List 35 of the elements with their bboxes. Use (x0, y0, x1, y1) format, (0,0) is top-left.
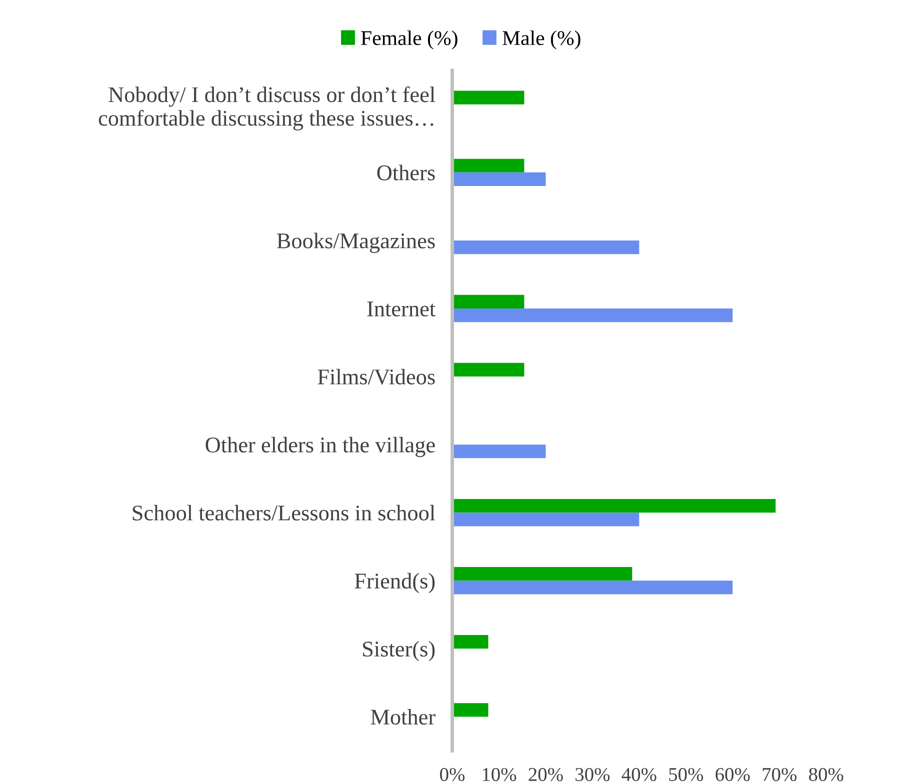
x-tick-label: 10% (482, 768, 516, 782)
y-tick-label: Films/Videos (318, 368, 435, 385)
bar (452, 294, 524, 308)
x-tick-label: 70% (762, 768, 797, 782)
bar (452, 172, 546, 186)
legend-label: Female (%) (361, 30, 458, 50)
x-tick-label: 30% (576, 768, 610, 782)
bar (452, 512, 640, 526)
x-tick-label: 50% (669, 768, 704, 782)
bar (452, 580, 733, 594)
y-tick-label: Internet (367, 302, 436, 316)
y-tick-label: Nobody/ I don’t discuss or don’t feel comfortable discussing these issues… (98, 86, 436, 130)
bar (452, 444, 546, 458)
bar (452, 498, 776, 513)
x-tick-label: 40% (622, 768, 656, 782)
bar (452, 362, 524, 377)
bar (452, 308, 733, 322)
x-tick-label: 60% (716, 768, 750, 782)
x-tick-label: 0% (440, 768, 465, 782)
y-tick-label: Mother (370, 708, 436, 725)
y-tick-label: Other elders in the village (206, 436, 435, 458)
legend-label: Male (%) (502, 30, 580, 50)
x-tick-label: 20% (528, 768, 563, 782)
y-tick-label: Books/Magazines (277, 232, 435, 253)
y-tick-label: Sister(s) (363, 640, 435, 662)
y-tick-label: School teachers/Lessons in school (132, 504, 436, 521)
bar (452, 703, 488, 717)
bar (452, 567, 632, 581)
bar (452, 158, 524, 172)
bar (452, 90, 524, 104)
bar (452, 635, 488, 649)
bar (452, 240, 640, 254)
y-tick-label: Others (377, 164, 435, 180)
x-tick-label: 80% (809, 768, 844, 782)
y-tick-label: Friend(s) (354, 572, 435, 594)
